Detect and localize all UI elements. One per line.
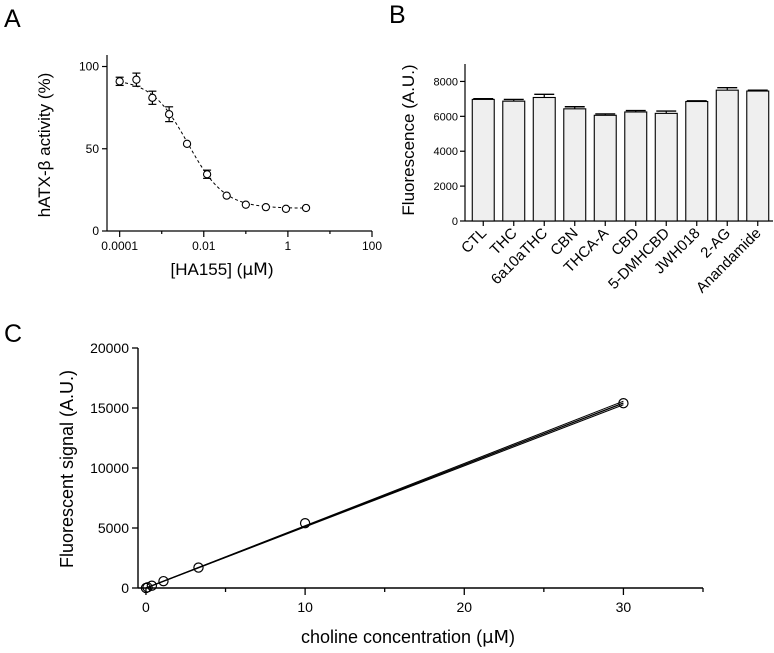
panel-b-bar xyxy=(563,108,587,222)
panel-c-data-point xyxy=(299,518,311,529)
panel-b-y-tick-label: 4000 xyxy=(434,146,458,158)
panel-b-bar xyxy=(532,96,556,222)
panel-c-y-axis-title: Fluorescent signal (A.U.) xyxy=(57,370,77,568)
panel-b-bar xyxy=(624,111,648,222)
panel-a-fit-curve xyxy=(119,81,307,209)
panel-c-x-tick-label: 0 xyxy=(142,599,150,615)
panel-c-y-tick-label: 10000 xyxy=(90,460,129,476)
panel-c-fit-line xyxy=(145,402,624,589)
panel-c-plot-area: 0 5000 10000 15000 20000 0 10 20 30 xyxy=(90,340,704,615)
panel-a-y-tick-label: 50 xyxy=(86,142,100,156)
panel-b-bar xyxy=(715,89,739,222)
panel-b-y-tick-label: 2000 xyxy=(434,181,458,193)
panel-a-x-tick-label: 1 xyxy=(285,239,292,253)
panel-c-data-point xyxy=(193,562,204,573)
panel-a-letter: A xyxy=(4,5,21,33)
panel-c-data-point xyxy=(146,580,158,591)
panel-a-data-point xyxy=(182,139,192,148)
panel-a-y-tick-label: 100 xyxy=(79,60,99,74)
panel-a-data-point xyxy=(281,204,291,213)
panel-b-y-tick-label: 0 xyxy=(452,216,458,228)
panel-a-y-axis-title: hATX-β activity (%) xyxy=(35,73,54,218)
panel-a-data-point xyxy=(115,77,124,86)
panel-c-letter: C xyxy=(4,320,22,348)
panel-a-x-axis-title: [HA155] (μM) xyxy=(171,260,274,280)
panel-a-data-point xyxy=(164,110,174,119)
panel-c-data-point xyxy=(158,575,169,587)
panel-c-y-tick-label: 20000 xyxy=(90,340,129,356)
panel-c-y-tick-label: 15000 xyxy=(90,400,129,416)
panel-c-data-point xyxy=(142,582,153,593)
panel-a-dose-response-chart: A 0 50 100 0.0001 0.01 1 100 hATX-β activity (… xyxy=(4,5,382,280)
panel-a-data-point xyxy=(301,203,311,213)
panel-c-x-tick-label: 30 xyxy=(616,599,632,615)
panel-b-bar xyxy=(471,98,495,222)
panel-a-data-point xyxy=(148,93,157,102)
panel-b-bar-chart: B 02000400060008000CTLTHC6a10aTHCCBNTHCA… xyxy=(389,1,773,296)
panel-c-x-axis-title: choline concentration (μM) xyxy=(301,627,515,648)
panel-b-category-label: CTL xyxy=(458,225,490,257)
panel-b-y-axis-title: Fluorescence (A.U.) xyxy=(399,64,418,215)
panel-b-plot-area: 02000400060008000CTLTHC6a10aTHCCBNTHCA-A… xyxy=(434,64,773,296)
panel-a-x-tick-label: 0.0001 xyxy=(101,239,138,253)
panel-a-x-tick-label: 0.01 xyxy=(192,239,216,253)
panel-a-plot-area: 0 50 100 0.0001 0.01 1 100 xyxy=(79,55,382,253)
panel-c-x-tick-label: 20 xyxy=(456,599,472,615)
panel-b-bar xyxy=(502,100,526,222)
panel-b-bar xyxy=(746,90,770,222)
panel-b-letter: B xyxy=(389,1,406,29)
panel-b-bar xyxy=(685,100,709,222)
panel-c-data-point xyxy=(618,398,629,409)
panel-a-data-point xyxy=(261,202,271,212)
panel-c-y-tick-label: 5000 xyxy=(98,520,129,536)
panel-a-y-tick-label: 0 xyxy=(92,224,99,238)
panel-a-data-point xyxy=(222,191,231,200)
panel-a-data-point xyxy=(132,75,141,84)
panel-b-bar xyxy=(654,112,678,222)
panel-b-y-tick-label: 8000 xyxy=(434,76,458,88)
panel-a-data-point xyxy=(202,170,212,179)
panel-c-y-tick-label: 0 xyxy=(121,580,129,596)
panel-b-bar xyxy=(593,114,617,222)
panel-c-standard-curve-chart: C 0 5000 10000 15000 20000 0 10 20 30 Fluorescen… xyxy=(4,320,704,648)
panel-b-y-tick-label: 6000 xyxy=(434,111,458,123)
panel-a-x-tick-label: 100 xyxy=(362,239,382,253)
panel-a-data-point xyxy=(241,200,250,209)
panel-c-x-tick-label: 10 xyxy=(297,599,313,615)
